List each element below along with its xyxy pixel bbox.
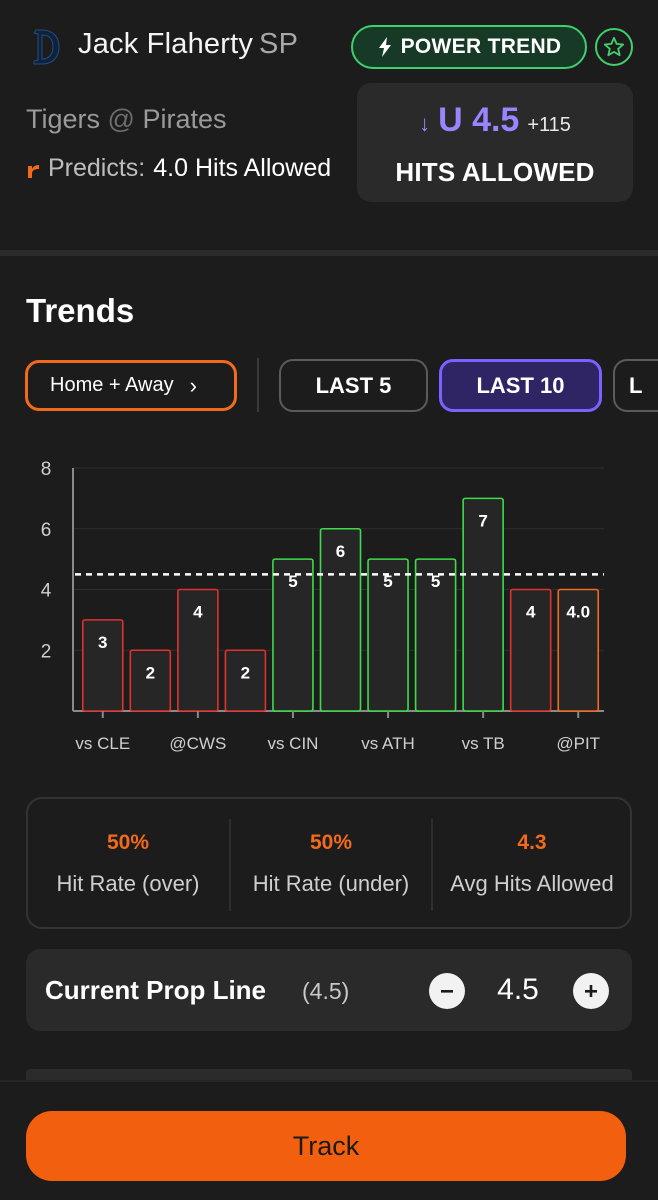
stat-divider: [431, 819, 433, 911]
trend-bar-chart: 2 4 6 8 3 2 4 2 5 6 5 5 7 4 4.0 vs CLE @CWS vs CIN vs ATH v…: [41, 459, 604, 753]
chevron-right-icon: ›: [189, 372, 197, 398]
player-name-text: Jack Flaherty: [78, 28, 254, 60]
player-name: Jack Flaherty SP: [78, 28, 298, 61]
stat-value: 50%: [106, 831, 150, 854]
trends-title: Trends: [26, 292, 135, 329]
bar: [509, 588, 552, 712]
line-odds: +115: [527, 114, 571, 136]
minus-icon: [441, 990, 453, 993]
opponent-name: Pirates: [142, 104, 227, 134]
line-value: U 4.5: [438, 101, 520, 139]
bar-value-label: 7: [478, 511, 487, 530]
bar-value-label: 4.0: [566, 603, 590, 622]
increment-button[interactable]: [573, 973, 609, 1009]
y-tick-label: 2: [41, 641, 52, 662]
stat-hit-rate-under: 50% Hit Rate (under): [231, 799, 431, 927]
bar: [129, 649, 172, 712]
x-tick-label: @CWS: [169, 734, 226, 753]
track-button[interactable]: Track: [26, 1111, 626, 1181]
stat-hit-rate-over: 50% Hit Rate (over): [28, 799, 228, 927]
prop-line-card: Current Prop Line (4.5) 4.5: [26, 949, 632, 1031]
star-badge-button[interactable]: [595, 28, 633, 66]
chip-partial[interactable]: L: [613, 359, 658, 412]
prop-line-label: Current Prop Line: [45, 975, 267, 1005]
prop-line-value: 4.5: [497, 973, 539, 1006]
chip-last-10[interactable]: LAST 10: [439, 359, 602, 412]
tigers-logo-icon: [33, 29, 60, 65]
down-arrow-icon: ↓: [419, 111, 431, 136]
x-tick-label: vs ATH: [361, 734, 415, 753]
stat-divider: [229, 819, 231, 911]
filter-label: Home + Away: [50, 374, 174, 396]
bar-value-label: 2: [146, 663, 155, 682]
lightning-icon: [378, 37, 391, 57]
stat-label: Hit Rate (under): [252, 871, 410, 896]
home-away-filter-button[interactable]: Home + Away ›: [25, 360, 237, 411]
y-tick-label: 4: [41, 581, 52, 602]
line-market: HITS ALLOWED: [395, 157, 595, 187]
stats-card: 50% Hit Rate (over) 50% Hit Rate (under)…: [26, 797, 632, 929]
prop-line-sub: (4.5): [302, 978, 350, 1004]
power-trend-label: POWER TREND: [400, 35, 562, 58]
chip-last-5[interactable]: LAST 5: [279, 359, 428, 412]
line-top: ↓ U 4.5 +115: [357, 101, 633, 140]
bar-value-label: 4: [526, 603, 536, 622]
bar-value-label: 6: [336, 542, 345, 561]
stat-value: 4.3: [517, 831, 547, 854]
brand-r-icon: [28, 164, 39, 178]
predicts-label: Predicts:: [48, 154, 146, 182]
y-tick-label: 8: [41, 459, 52, 480]
line-card[interactable]: ↓ U 4.5 +115 HITS ALLOWED: [357, 83, 633, 202]
x-tick-label: vs CLE: [75, 734, 130, 753]
stat-value: 50%: [309, 831, 353, 854]
x-tick-label: vs TB: [462, 734, 505, 753]
bar-value-label: 5: [288, 572, 297, 591]
y-tick-label: 6: [41, 520, 52, 541]
stat-label: Hit Rate (over): [56, 871, 200, 896]
predicts-value: 4.0 Hits Allowed: [153, 154, 332, 182]
bar: [224, 649, 267, 712]
at-symbol: @: [107, 104, 135, 134]
bar-value-label: 3: [98, 633, 107, 652]
bar: [414, 558, 457, 712]
bar-value-label: 5: [383, 572, 392, 591]
matchup: Tigers @ Pirates: [26, 104, 227, 135]
bar-value-label: 4: [193, 603, 203, 622]
power-trend-badge[interactable]: POWER TREND: [351, 25, 587, 69]
player-position: SP: [259, 28, 299, 60]
decrement-button[interactable]: [429, 973, 465, 1009]
stat-avg-hits: 4.3 Avg Hits Allowed: [433, 799, 631, 927]
x-tick-label: @PIT: [556, 734, 600, 753]
section-divider: [0, 250, 658, 256]
prediction-row: Predicts: 4.0 Hits Allowed: [26, 154, 331, 183]
header: Jack Flaherty SP POWER TREND Tigers @ Pir…: [0, 0, 658, 228]
x-tick-label: vs CIN: [267, 734, 318, 753]
plus-icon: [585, 985, 597, 997]
stat-label: Avg Hits Allowed: [450, 871, 614, 896]
bar-value-label: 5: [431, 572, 440, 591]
filter-divider: [257, 358, 259, 412]
star-icon: [603, 36, 625, 57]
team-name: Tigers: [26, 104, 101, 134]
bar-value-label: 2: [241, 663, 250, 682]
